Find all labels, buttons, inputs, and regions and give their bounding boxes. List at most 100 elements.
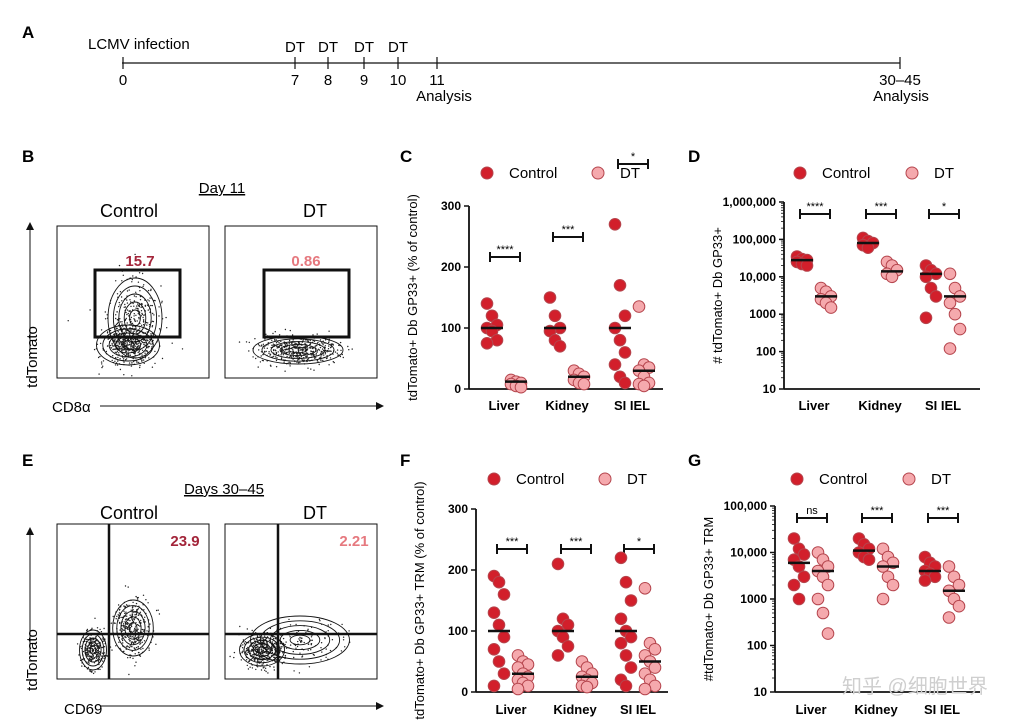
flow-event (305, 356, 307, 358)
significance-label: *** (562, 224, 576, 236)
flow-event (95, 651, 98, 653)
flow-event (97, 643, 99, 645)
flow-event (151, 366, 154, 368)
data-point (480, 297, 494, 310)
flow-event (303, 641, 305, 644)
flow-event (141, 636, 143, 638)
flow-event (121, 629, 124, 631)
flow-contour (96, 324, 160, 366)
flow-event (243, 642, 246, 644)
flow-event (263, 350, 266, 353)
flow-event (113, 348, 115, 350)
significance-label: **** (496, 244, 514, 256)
flow-event (91, 658, 93, 660)
flow-event (133, 360, 135, 363)
flow-event (140, 324, 143, 326)
flow-event (110, 347, 113, 349)
flow-event (262, 343, 265, 345)
flow-event (136, 330, 138, 333)
flow-event (240, 659, 242, 661)
flow-event (261, 657, 263, 659)
flow-event (315, 354, 317, 356)
data-point (886, 578, 900, 592)
flow-event (130, 625, 133, 628)
timeline-ticks: 0 7 DT 8 DT 9 DT 10 DT 11 30–45 (119, 39, 921, 89)
x-category-label: Liver (488, 398, 519, 413)
flow-event (261, 664, 263, 666)
flow-event (133, 630, 135, 633)
flow-event (261, 638, 263, 640)
flow-event (273, 666, 275, 668)
flow-event (278, 341, 280, 344)
flow-event (115, 323, 118, 326)
flow-e-left-title: Control (100, 503, 158, 523)
flow-event (124, 585, 127, 587)
flow-event (246, 664, 248, 667)
x-category-label: Kidney (854, 702, 898, 717)
flow-event (137, 347, 139, 350)
flow-event (120, 296, 123, 298)
flow-event (229, 655, 231, 658)
flow-event (310, 643, 313, 645)
flow-event (288, 342, 290, 345)
flow-event (121, 300, 123, 302)
flow-event (161, 300, 163, 302)
flow-event (297, 341, 300, 344)
flow-event (101, 652, 104, 654)
flow-event (130, 345, 133, 347)
flow-event (115, 352, 118, 354)
flow-panel-e: Days 30–45 Control DT 23.9 2.21 tdTomato… (24, 481, 384, 718)
data-point (797, 548, 811, 561)
flow-event (129, 627, 132, 629)
flow-event (266, 641, 268, 643)
flow-event (135, 296, 137, 298)
flow-event (298, 342, 301, 345)
data-point (608, 358, 622, 371)
flow-event (277, 351, 279, 353)
flow-event (133, 629, 135, 631)
flow-event (141, 360, 143, 362)
flow-event (120, 333, 123, 336)
flow-event (94, 617, 96, 619)
flow-event (130, 342, 132, 344)
flow-event (81, 658, 84, 661)
flow-event (270, 365, 272, 367)
flow-event (111, 649, 113, 651)
flow-event (128, 673, 130, 676)
flow-contour (120, 610, 146, 646)
flow-event (166, 327, 168, 329)
flow-event (103, 646, 106, 648)
flow-contour (112, 285, 158, 351)
flow-event (337, 354, 339, 356)
flow-event (147, 289, 150, 292)
flow-event (322, 359, 324, 362)
flow-event (130, 365, 133, 367)
flow-event (321, 351, 324, 353)
flow-event (85, 638, 88, 641)
legend-control-marker (790, 472, 804, 486)
y-tick-label: 1000 (740, 592, 767, 606)
flow-event (329, 346, 332, 349)
flow-event (271, 651, 274, 654)
flow-event (144, 616, 146, 618)
flow-event (101, 666, 103, 668)
flow-event (250, 645, 252, 647)
flow-event (114, 338, 116, 341)
flow-event (239, 625, 241, 628)
flow-event (292, 650, 294, 653)
data-point (618, 376, 632, 390)
flow-event (128, 640, 131, 642)
analysis-label-day11: Analysis (416, 88, 472, 105)
flow-event (121, 627, 123, 630)
flow-event (102, 365, 104, 367)
flow-event (121, 630, 123, 632)
significance-label: *** (871, 505, 885, 517)
flow-event (140, 619, 142, 622)
flow-event (119, 629, 121, 631)
flow-event (238, 341, 241, 343)
flow-event (262, 354, 264, 356)
flow-event (136, 612, 138, 614)
flow-event (348, 630, 350, 632)
flow-event (123, 626, 125, 628)
flow-event (92, 658, 94, 660)
